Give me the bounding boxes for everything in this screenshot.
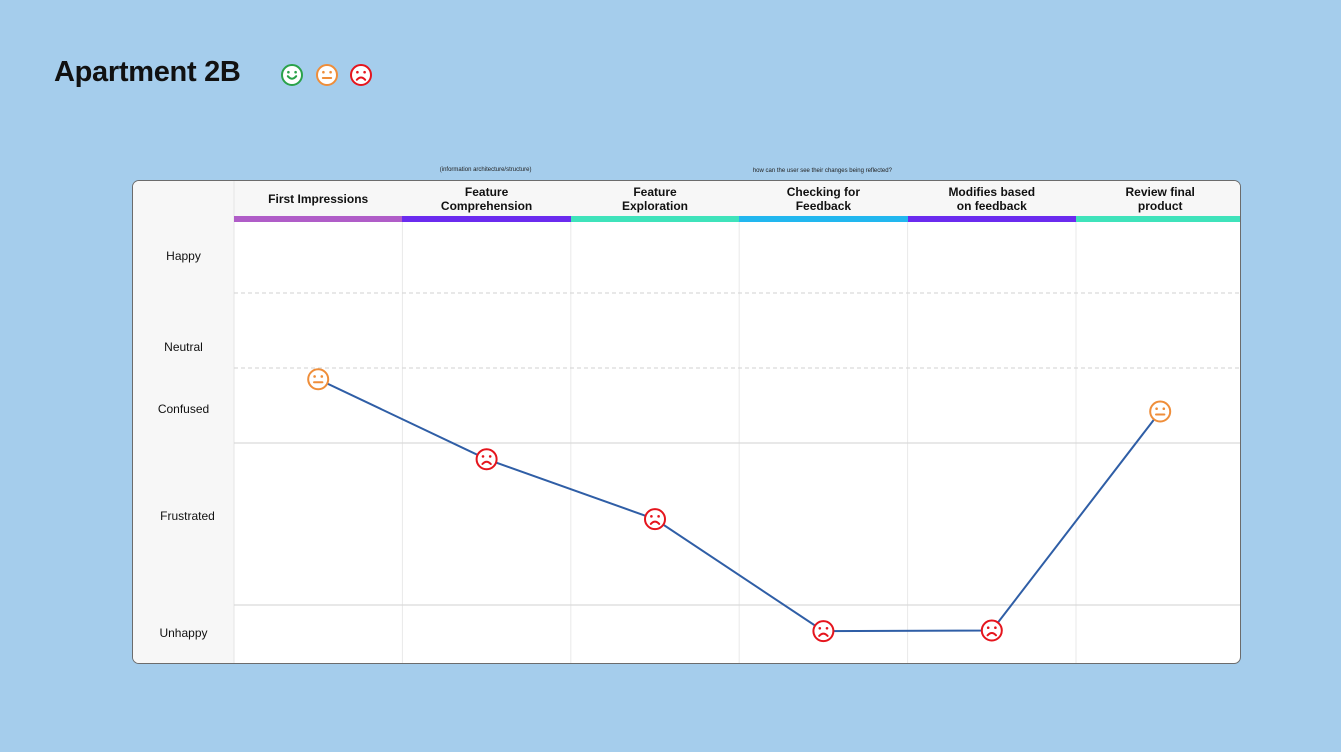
data-point-frown-icon xyxy=(644,508,666,531)
column-header: Feature Exploration xyxy=(621,185,688,213)
note-text: (information architecture/structure) xyxy=(439,167,532,173)
row-label: Confused xyxy=(157,402,210,416)
page-title: Apartment 2B xyxy=(54,56,241,88)
column-color-bar xyxy=(739,216,909,222)
journey-map-board: First Impressions Feature Comprehension Fea… xyxy=(132,180,1241,664)
column-header: Modifies based on feedback xyxy=(948,185,1036,213)
row-label: Frustrated xyxy=(160,509,215,523)
smile-icon-shape xyxy=(281,64,303,86)
sentiment-line xyxy=(317,378,1161,633)
column-header: First Impressions xyxy=(268,192,369,206)
data-point-frown-icon xyxy=(812,620,835,643)
smile-icon xyxy=(281,64,303,86)
row-label-column xyxy=(133,181,234,663)
data-point-frown-icon xyxy=(475,448,498,471)
note-text: how can the user see their changes being… xyxy=(752,168,892,174)
frown-icon xyxy=(350,64,372,86)
data-point-frown-icon xyxy=(980,619,1003,642)
row-label: Unhappy xyxy=(159,626,208,640)
column-header: Review final product xyxy=(1125,185,1195,213)
row-label: Happy xyxy=(166,249,201,263)
neutral-face-icon-shape xyxy=(316,64,338,86)
column-color-bar xyxy=(570,216,740,222)
column-color-bar xyxy=(402,216,572,222)
frown-icon-shape xyxy=(350,64,372,86)
row-label: Neutral xyxy=(164,340,203,354)
column-color-bar xyxy=(907,216,1077,222)
column-header: Checking for Feedback xyxy=(786,185,861,213)
data-point-neutral-face-icon xyxy=(307,368,330,391)
column-color-bar xyxy=(234,216,403,222)
header-row-bg xyxy=(234,181,1240,216)
column-color-bar xyxy=(1076,216,1240,222)
journey-chart-canvas xyxy=(133,181,1240,663)
column-header: Feature Comprehension xyxy=(440,185,533,213)
neutral-face-icon xyxy=(316,64,338,86)
data-point-neutral-face-icon xyxy=(1149,400,1172,423)
